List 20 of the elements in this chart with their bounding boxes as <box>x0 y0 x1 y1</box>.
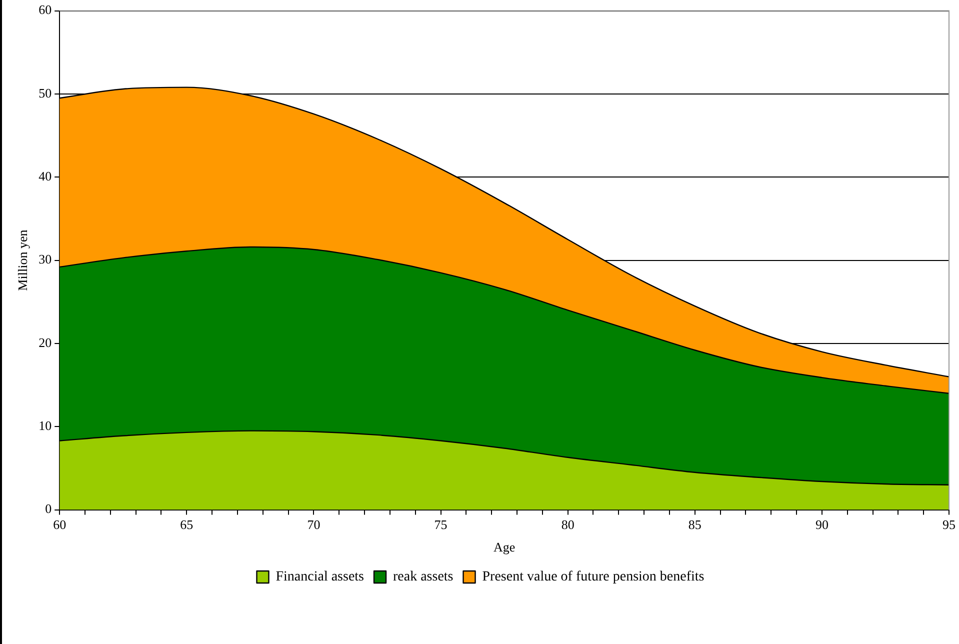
legend-label: Financial assets <box>276 570 364 585</box>
x-tick-label: 60 <box>53 517 66 532</box>
x-tick-label: 75 <box>434 517 448 532</box>
y-tick-label: 50 <box>38 85 52 100</box>
x-axis-title: Age <box>493 540 516 555</box>
y-axis-title: Million yen <box>15 229 30 291</box>
y-tick-label: 40 <box>38 168 52 184</box>
x-tick-label: 85 <box>688 517 702 532</box>
x-tick-label: 65 <box>180 517 194 532</box>
y-tick-label: 60 <box>38 2 52 18</box>
x-tick-label: 80 <box>561 517 574 532</box>
legend-label: reak assets <box>393 570 454 585</box>
legend-label: Present value of future pension benefits <box>482 570 704 585</box>
x-tick-label: 70 <box>307 517 320 532</box>
y-tick-label: 30 <box>38 252 52 267</box>
x-tick-label: 95 <box>942 517 956 532</box>
y-tick-label: 20 <box>38 334 52 350</box>
y-tick-label: 0 <box>45 501 52 516</box>
y-tick-label: 10 <box>38 418 52 434</box>
x-tick-label: 90 <box>815 517 828 532</box>
